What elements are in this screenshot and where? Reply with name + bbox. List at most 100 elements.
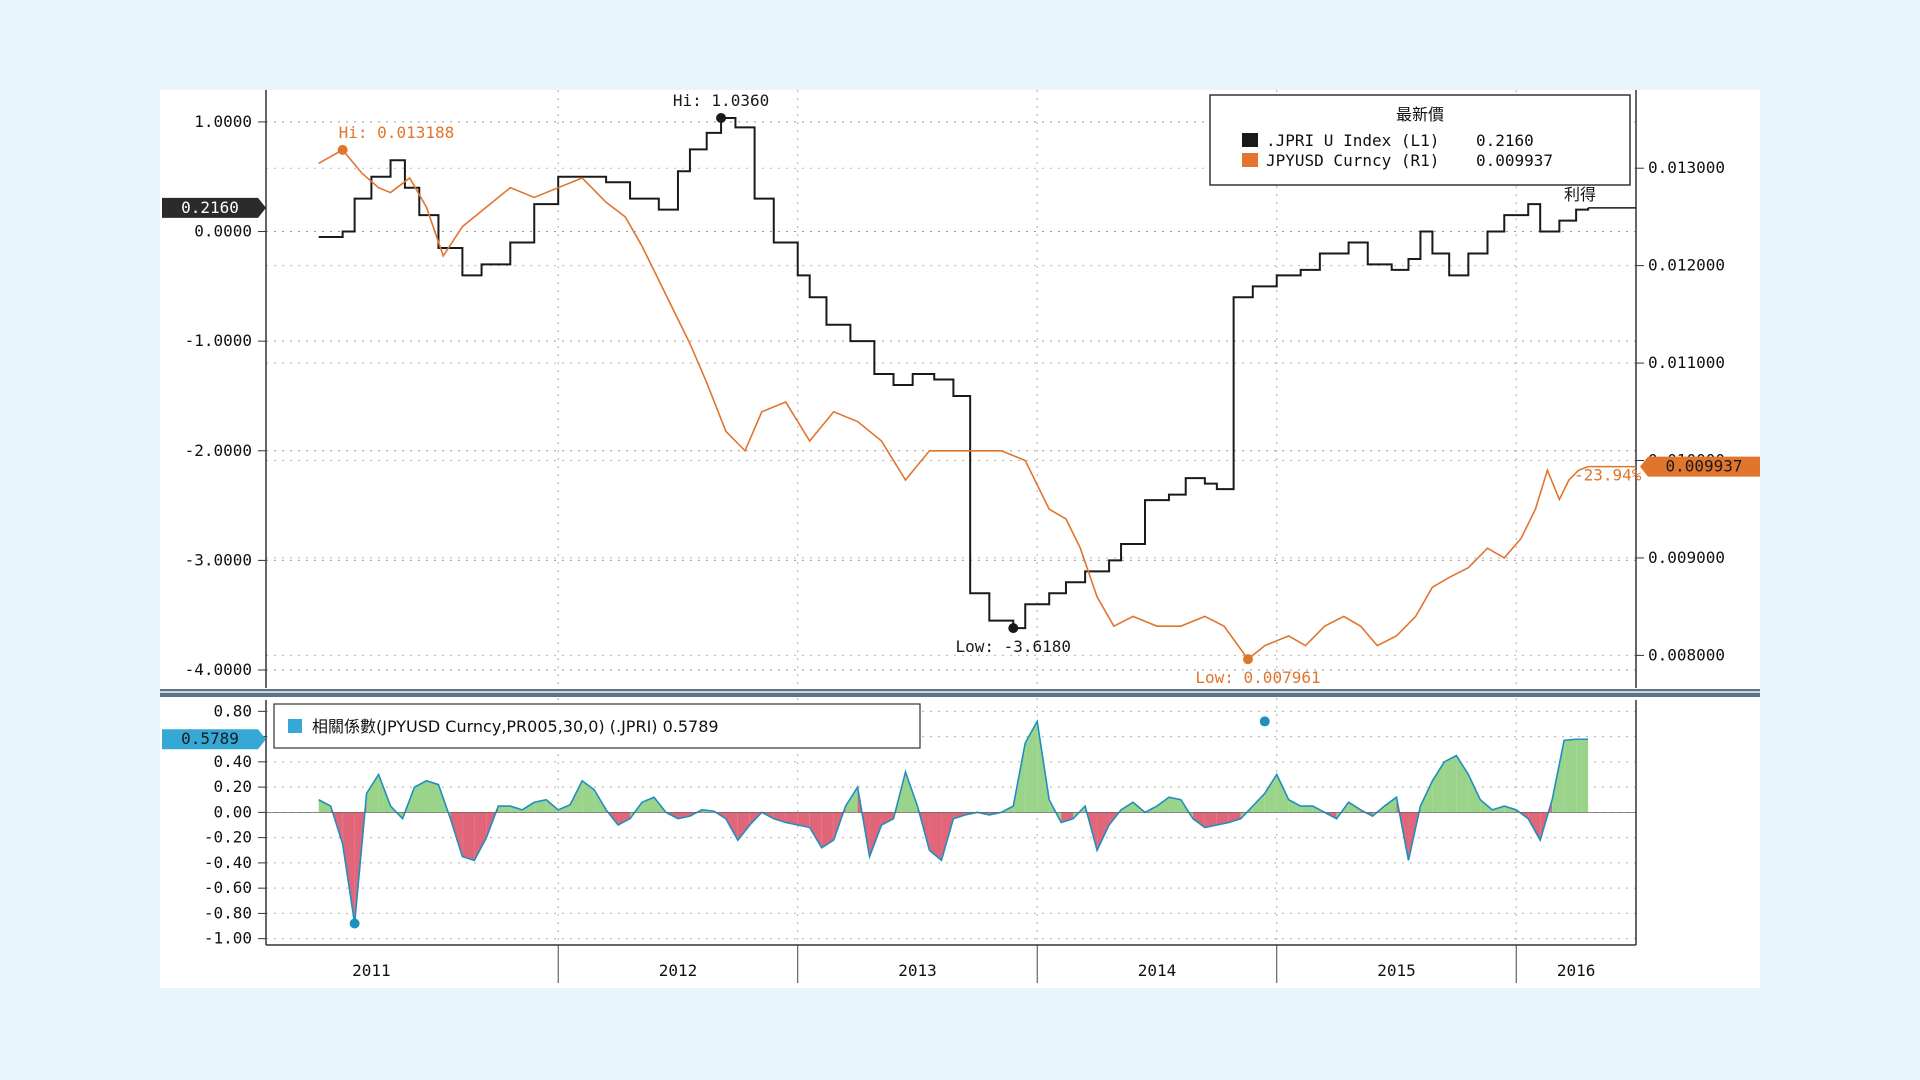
correlation-band bbox=[498, 806, 511, 813]
svg-text:0.009937: 0.009937 bbox=[1665, 457, 1742, 476]
series-lines bbox=[318, 116, 1636, 661]
marker-high-correlation bbox=[1259, 716, 1270, 727]
sub-tick-label: 0.20 bbox=[213, 777, 252, 796]
correlation-band bbox=[857, 787, 870, 857]
right-tick-label: 0.012000 bbox=[1648, 256, 1725, 275]
main-plot-area bbox=[266, 90, 1636, 688]
x-tick-label: 2013 bbox=[898, 961, 937, 980]
left-tick-label: -1.0000 bbox=[185, 331, 252, 350]
chart-frame: 1.0000 0.0000 -1.0000 -2.0000 -3.0000 -4.0000… bbox=[160, 90, 1760, 988]
correlation-band bbox=[534, 799, 547, 813]
sub-legend: 相關係數(JPYUSD Curncy,PR005,30,0) (.JPRI) 0… bbox=[273, 703, 921, 749]
left-tick-label: -2.0000 bbox=[185, 441, 252, 460]
correlation-band bbox=[785, 812, 798, 825]
x-tick-label: 2016 bbox=[1557, 961, 1596, 980]
correlation-area bbox=[266, 718, 1636, 924]
sub-tick-label: 0.00 bbox=[213, 802, 252, 821]
svg-text:0.2160: 0.2160 bbox=[181, 198, 239, 217]
legend-value-jpri: 0.2160 bbox=[1476, 131, 1534, 150]
correlation-band bbox=[1109, 809, 1122, 825]
correlation-band bbox=[618, 812, 631, 825]
correlation-band bbox=[1204, 812, 1217, 828]
right-tick-label: 0.008000 bbox=[1648, 645, 1725, 664]
extreme-markers bbox=[337, 112, 1270, 929]
x-axis-ticks: 2011 2012 2013 2014 2015 2016 bbox=[352, 945, 1595, 983]
marker-low-jpri bbox=[1008, 623, 1019, 634]
panel-separator-highlight bbox=[160, 691, 1760, 693]
sub-tick-label: -0.60 bbox=[204, 878, 252, 897]
right-tick-label: 0.011000 bbox=[1648, 353, 1725, 372]
correlation-band bbox=[1025, 721, 1038, 813]
correlation-band bbox=[1468, 774, 1481, 813]
chart-svg: 1.0000 0.0000 -1.0000 -2.0000 -3.0000 -4.0000… bbox=[160, 90, 1760, 983]
correlation-band bbox=[773, 812, 786, 823]
marker-low-jpyusd bbox=[1242, 654, 1253, 665]
correlation-band bbox=[642, 797, 655, 813]
correlation-band bbox=[414, 780, 427, 813]
correlation-band bbox=[1192, 812, 1205, 828]
correlation-band bbox=[366, 774, 379, 813]
annotation-gain-label: 利得 bbox=[1564, 185, 1596, 204]
right-axis-ticks: 0.0130000.0120000.0110000.0100000.009000… bbox=[1636, 158, 1725, 664]
left-tick-label: -3.0000 bbox=[185, 550, 252, 569]
sub-legend-text: 相關係數(JPYUSD Curncy,PR005,30,0) (.JPRI) 0… bbox=[312, 717, 719, 736]
sub-tick-label: -0.20 bbox=[204, 828, 252, 847]
correlation-band bbox=[1564, 739, 1577, 813]
correlation-band bbox=[677, 812, 690, 819]
sub-tick-label: 0.40 bbox=[213, 752, 252, 771]
correlation-band bbox=[881, 812, 894, 825]
marker-hi-jpri bbox=[716, 112, 727, 123]
legend-title: 最新價 bbox=[1396, 105, 1444, 124]
correlation-band bbox=[1228, 812, 1241, 823]
correlation-band bbox=[1288, 799, 1301, 813]
correlation-band bbox=[1216, 812, 1229, 825]
x-tick-label: 2011 bbox=[352, 961, 391, 980]
sub-axis-ticks: 0.800.600.400.200.00-0.20-0.40-0.60-0.80… bbox=[204, 701, 266, 948]
correlation-band bbox=[1264, 774, 1277, 813]
correlation-band bbox=[1276, 774, 1289, 813]
left-tick-label: -4.0000 bbox=[185, 660, 252, 679]
left-last-value-tag: 0.2160 bbox=[162, 197, 266, 218]
main-legend: 最新價 .JPRI U Index (L1) 0.2160 JPYUSD Cur… bbox=[1209, 94, 1631, 186]
right-last-value-tag: 0.009937 bbox=[1640, 456, 1760, 477]
correlation-band bbox=[1444, 755, 1457, 813]
annotation-low-jpyusd: Low: 0.007961 bbox=[1195, 668, 1320, 687]
correlation-band bbox=[318, 799, 331, 813]
correlation-band bbox=[845, 787, 858, 813]
correlation-band bbox=[582, 780, 595, 813]
marker-low-correlation bbox=[349, 918, 360, 929]
correlation-band bbox=[1300, 806, 1313, 813]
x-tick-label: 2012 bbox=[659, 961, 698, 980]
correlation-band bbox=[354, 793, 367, 924]
legend-name-jpyusd: JPYUSD Curncy (R1) bbox=[1266, 151, 1439, 170]
annotation-percent-change: -23.94% bbox=[1574, 466, 1642, 485]
correlation-band bbox=[821, 812, 834, 848]
correlation-band bbox=[1576, 739, 1589, 813]
correlation-band bbox=[1097, 812, 1110, 851]
correlation-band bbox=[809, 812, 822, 848]
correlation-band bbox=[1156, 797, 1169, 813]
sub-tick-label: -0.80 bbox=[204, 903, 252, 922]
x-tick-label: 2015 bbox=[1377, 961, 1416, 980]
annotation-hi-jpyusd: Hi: 0.013188 bbox=[339, 123, 455, 142]
left-axis-ticks: 1.0000 0.0000 -1.0000 -2.0000 -3.0000 -4.0000 bbox=[185, 112, 266, 679]
series-line-jpri bbox=[318, 116, 1590, 630]
sub-tick-label: -0.40 bbox=[204, 853, 252, 872]
annotation-low-jpri: Low: -3.6180 bbox=[955, 637, 1071, 656]
correlation-band bbox=[1384, 797, 1397, 813]
left-tick-label: 0.0000 bbox=[194, 222, 252, 241]
correlation-band bbox=[737, 812, 750, 841]
right-tick-label: 0.013000 bbox=[1648, 158, 1725, 177]
correlation-band bbox=[462, 812, 475, 861]
sub-tick-label: 0.80 bbox=[213, 701, 252, 720]
legend-swatch-jpri bbox=[1242, 133, 1258, 147]
correlation-band bbox=[869, 812, 882, 857]
sub-tick-label: -1.00 bbox=[204, 929, 252, 948]
correlation-band bbox=[1168, 797, 1181, 813]
sub-legend-swatch bbox=[288, 719, 302, 733]
correlation-band bbox=[1252, 793, 1265, 813]
left-tick-label: 1.0000 bbox=[194, 112, 252, 131]
x-tick-label: 2014 bbox=[1138, 961, 1177, 980]
svg-text:0.5789: 0.5789 bbox=[181, 729, 239, 748]
correlation-line bbox=[318, 718, 1589, 924]
